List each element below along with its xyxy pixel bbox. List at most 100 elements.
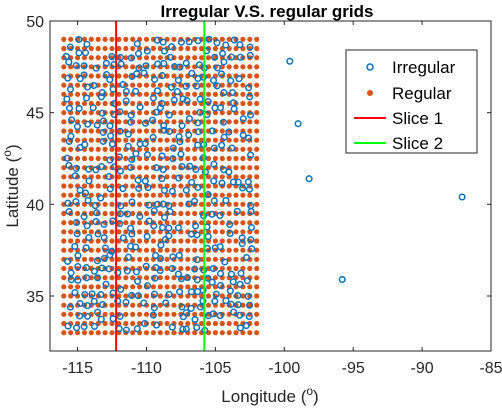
regular-point bbox=[205, 201, 212, 207]
regular-point bbox=[171, 165, 177, 171]
regular-point bbox=[123, 119, 129, 125]
regular-point bbox=[157, 302, 163, 308]
regular-point bbox=[240, 155, 246, 162]
regular-point bbox=[240, 137, 246, 143]
irregular-point bbox=[122, 326, 130, 334]
irregular-point bbox=[221, 258, 229, 266]
irregular-point bbox=[246, 111, 255, 119]
irregular-point bbox=[217, 70, 226, 78]
regular-point bbox=[233, 192, 239, 198]
regular-point bbox=[240, 192, 246, 198]
regular-point bbox=[185, 146, 191, 152]
regular-point bbox=[212, 45, 218, 52]
irregular-point bbox=[106, 76, 114, 84]
regular-point bbox=[61, 82, 67, 88]
regular-point bbox=[247, 165, 253, 171]
irregular-point bbox=[228, 144, 236, 152]
irregular-point bbox=[71, 242, 79, 250]
legend-regular-label: Regular bbox=[392, 84, 452, 103]
regular-point bbox=[185, 320, 191, 327]
irregular-point bbox=[244, 178, 252, 186]
regular-point bbox=[178, 320, 184, 327]
regular-point bbox=[199, 146, 205, 152]
regular-point bbox=[130, 183, 136, 189]
irregular-point bbox=[160, 59, 168, 67]
regular-point bbox=[254, 55, 260, 61]
regular-point bbox=[61, 284, 67, 290]
regular-point bbox=[240, 165, 246, 171]
regular-point bbox=[240, 174, 246, 180]
irregular-point bbox=[67, 132, 75, 140]
regular-point bbox=[185, 55, 191, 61]
irregular-point bbox=[236, 53, 244, 61]
regular-point bbox=[88, 73, 94, 79]
irregular-point bbox=[75, 35, 83, 44]
regular-point bbox=[130, 64, 136, 70]
regular-point bbox=[137, 192, 143, 198]
x-tick-label: -105 bbox=[199, 360, 231, 377]
irregular-point bbox=[187, 230, 195, 238]
regular-point bbox=[109, 45, 115, 52]
regular-point bbox=[116, 247, 122, 253]
irregular-point bbox=[160, 47, 169, 55]
irregular-point bbox=[238, 234, 246, 242]
irregular-point bbox=[76, 186, 84, 194]
irregular-point bbox=[158, 99, 166, 108]
regular-point bbox=[75, 119, 81, 125]
regular-point bbox=[178, 284, 184, 290]
regular-point bbox=[185, 247, 191, 253]
regular-point bbox=[219, 36, 225, 42]
regular-point bbox=[95, 330, 101, 336]
regular-point bbox=[143, 247, 150, 253]
irregular-point bbox=[178, 122, 186, 130]
irregular-point bbox=[246, 51, 254, 59]
regular-point bbox=[157, 210, 163, 217]
regular-point bbox=[164, 91, 170, 97]
regular-point bbox=[102, 275, 108, 281]
regular-point bbox=[226, 192, 232, 198]
regular-point bbox=[212, 229, 218, 235]
irregular-point bbox=[245, 84, 253, 92]
regular-point bbox=[88, 284, 94, 290]
irregular-point bbox=[227, 53, 236, 61]
regular-point bbox=[150, 284, 156, 290]
irregular-point bbox=[160, 122, 168, 130]
regular-point bbox=[68, 73, 74, 79]
irregular-point bbox=[159, 224, 167, 232]
regular-point bbox=[61, 302, 67, 308]
irregular-point bbox=[72, 218, 81, 227]
irregular-point bbox=[141, 177, 149, 185]
regular-point bbox=[150, 330, 156, 336]
regular-point bbox=[164, 256, 170, 262]
irregular-point bbox=[195, 61, 204, 69]
irregular-point bbox=[106, 185, 114, 193]
regular-point bbox=[109, 229, 115, 235]
irregular-point bbox=[72, 198, 80, 206]
regular-point bbox=[95, 284, 101, 290]
irregular-point bbox=[153, 87, 162, 95]
irregular-point bbox=[102, 280, 110, 288]
regular-point bbox=[212, 284, 218, 290]
regular-point bbox=[219, 192, 225, 198]
regular-point bbox=[233, 220, 239, 226]
irregular-point bbox=[199, 286, 207, 294]
regular-point bbox=[130, 238, 136, 244]
regular-point bbox=[185, 265, 191, 272]
irregular-point bbox=[72, 164, 80, 172]
regular-point bbox=[178, 201, 184, 207]
regular-point bbox=[102, 201, 108, 207]
regular-point bbox=[205, 165, 212, 171]
regular-point bbox=[178, 238, 184, 244]
regular-point bbox=[150, 45, 156, 52]
regular-point bbox=[185, 110, 191, 116]
regular-point bbox=[123, 201, 129, 207]
irregular-point bbox=[141, 320, 149, 328]
regular-point bbox=[137, 82, 143, 88]
irregular-point bbox=[144, 184, 152, 192]
regular-point bbox=[164, 100, 170, 107]
regular-point bbox=[150, 183, 156, 189]
irregular-point bbox=[134, 176, 142, 184]
regular-point bbox=[68, 238, 74, 244]
regular-point bbox=[116, 320, 122, 327]
regular-point bbox=[137, 128, 143, 134]
